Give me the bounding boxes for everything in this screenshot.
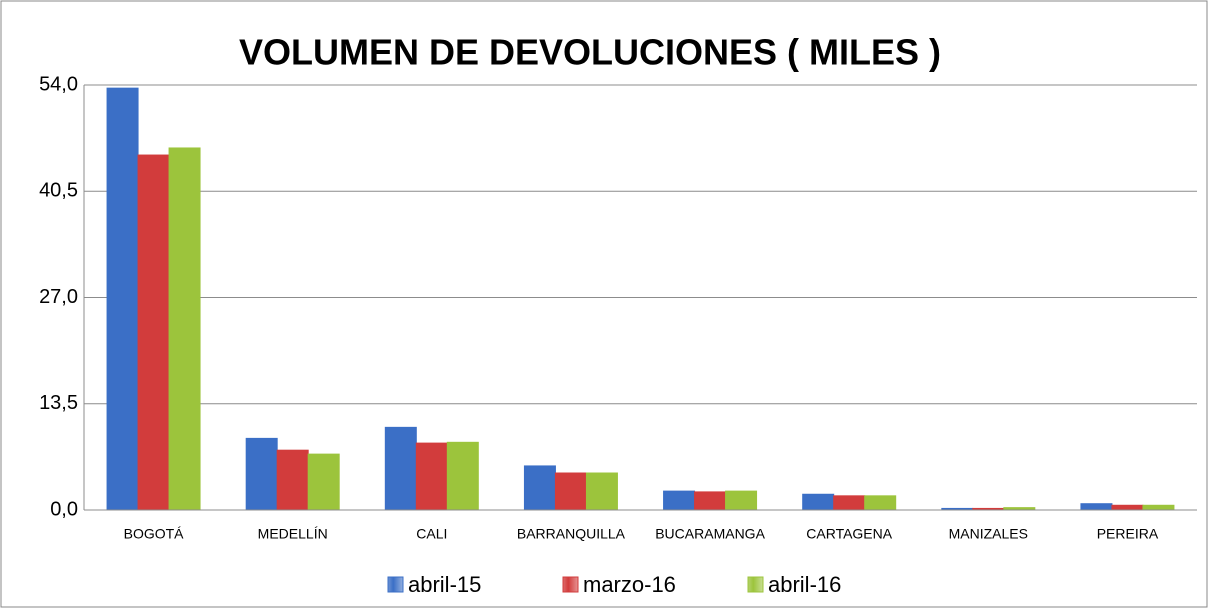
bar xyxy=(1111,504,1144,511)
legend-swatch xyxy=(562,576,579,593)
x-tick-label: PEREIRA xyxy=(1097,526,1159,542)
bar xyxy=(554,472,587,511)
x-tick-label: CARTAGENA xyxy=(806,526,892,542)
bar xyxy=(137,154,170,511)
legend-label: abril-16 xyxy=(768,572,841,597)
bar xyxy=(446,441,479,511)
y-tick-label: 40,5 xyxy=(39,180,78,202)
x-tick-label: BUCARAMANGA xyxy=(655,526,765,542)
x-tick-label: MANIZALES xyxy=(949,526,1028,542)
y-tick-label: 27,0 xyxy=(39,286,78,308)
legend-label: marzo-16 xyxy=(583,572,676,597)
bar xyxy=(802,493,835,511)
bar xyxy=(585,472,618,511)
bar xyxy=(307,453,340,511)
bar xyxy=(523,465,556,511)
x-tick-label: BOGOTÁ xyxy=(124,526,185,542)
x-tick-label: MEDELLÍN xyxy=(258,526,328,542)
bar xyxy=(725,490,758,511)
bar xyxy=(168,147,201,511)
y-tick-label: 0,0 xyxy=(50,498,78,520)
legend-swatch xyxy=(747,576,764,593)
bar xyxy=(1142,504,1175,511)
bar xyxy=(663,490,696,511)
bar xyxy=(833,495,866,511)
y-tick-label: 13,5 xyxy=(39,392,78,414)
legend-label: abril-15 xyxy=(408,572,481,597)
bar xyxy=(1080,503,1113,511)
bar xyxy=(694,491,727,511)
bar xyxy=(106,87,139,511)
legend-swatch xyxy=(387,576,404,593)
bar xyxy=(245,437,278,511)
y-tick-label: 54,0 xyxy=(39,73,78,95)
x-tick-label: BARRANQUILLA xyxy=(517,526,626,542)
bar xyxy=(864,495,897,511)
x-tick-label: CALI xyxy=(416,526,447,542)
chart-title: VOLUMEN DE DEVOLUCIONES ( MILES ) xyxy=(239,32,941,73)
bar xyxy=(276,449,309,511)
bar xyxy=(415,442,448,511)
bar xyxy=(384,426,417,511)
